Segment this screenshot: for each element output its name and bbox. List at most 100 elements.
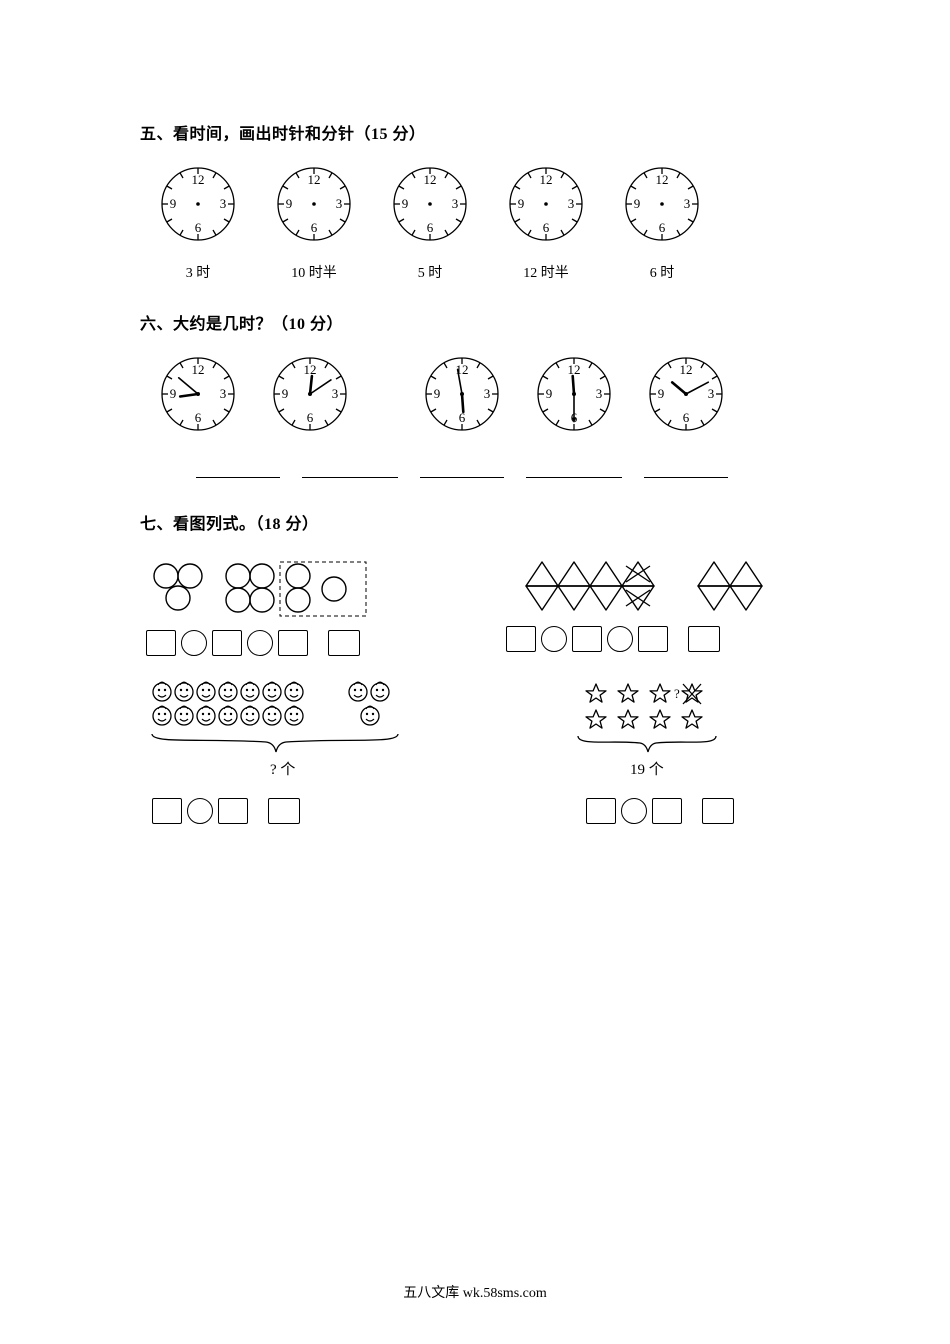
- clock-numeral: 6: [311, 220, 318, 235]
- smile-extra: [349, 682, 389, 725]
- clock-numeral: 3: [708, 386, 715, 401]
- blank-square[interactable]: [212, 630, 242, 656]
- fig-d-equation: [586, 798, 734, 824]
- clock-numeral: 6: [307, 410, 314, 425]
- clock-numeral: 3: [684, 196, 691, 211]
- clock-numeral: 3: [336, 196, 343, 211]
- clock-numeral: 6: [543, 220, 550, 235]
- clock-numeral: 9: [434, 386, 441, 401]
- blank-square[interactable]: [688, 626, 720, 652]
- clock-face-icon: 12 3 6 9: [504, 162, 588, 246]
- answer-blank[interactable]: [302, 476, 398, 478]
- fig-b-equation: [506, 626, 720, 652]
- fig-row-1: [146, 558, 810, 656]
- blank-square[interactable]: [218, 798, 248, 824]
- blank-circle[interactable]: [181, 630, 207, 656]
- section5-clocks-row: 12 3 6 9 3 时 12 3 6: [156, 162, 810, 282]
- clock-numeral-12: 12: [192, 172, 205, 187]
- answer-blank[interactable]: [196, 476, 280, 478]
- clock-face-icon: 12 3 6 9: [156, 162, 240, 246]
- blank-square[interactable]: [638, 626, 668, 652]
- blank-circle[interactable]: [541, 626, 567, 652]
- smile-grid: [153, 682, 303, 725]
- clock-numeral: 12: [568, 362, 581, 377]
- clock-with-hands-icon: 12 3 6 9: [532, 352, 616, 436]
- clock-numeral: 12: [304, 362, 317, 377]
- clock-numeral: 3: [484, 386, 491, 401]
- clock-face-icon: 12 3 6 9: [388, 162, 472, 246]
- section6-answer-blanks: [196, 476, 810, 478]
- clock-with-hands-icon: 12 3 6 9: [644, 352, 728, 436]
- clock-with-hands-icon: 12 3 6 9: [268, 352, 352, 436]
- clock-numeral: 3: [452, 196, 459, 211]
- blank-circle[interactable]: [621, 798, 647, 824]
- fig-d: ? 19 个: [556, 678, 786, 824]
- blank-circle[interactable]: [607, 626, 633, 652]
- section5-clock-1: 12 3 6 9 3 时: [156, 162, 240, 282]
- blank-square[interactable]: [278, 630, 308, 656]
- section5-clock-5-label: 6 时: [650, 262, 675, 282]
- page-footer: 五八文库 wk.58sms.com: [0, 1282, 950, 1302]
- fig-d-question-mark: ?: [674, 686, 680, 701]
- fig-row-2: ? 个: [146, 678, 810, 824]
- section5-clock-3-label: 5 时: [418, 262, 443, 282]
- answer-blank[interactable]: [526, 476, 622, 478]
- section6-heading: 六、大约是几时？（10 分）: [140, 310, 810, 334]
- fig-b: [506, 558, 796, 656]
- clock-numeral: 9: [518, 196, 525, 211]
- clock-numeral: 12: [656, 172, 669, 187]
- blank-square[interactable]: [268, 798, 300, 824]
- blank-square[interactable]: [652, 798, 682, 824]
- clock-numeral: 6: [659, 220, 666, 235]
- blank-square[interactable]: [328, 630, 360, 656]
- clock-numeral: 12: [192, 362, 205, 377]
- blank-circle[interactable]: [187, 798, 213, 824]
- section6-clocks-row: 12 3 6 9 12 3 6 9: [156, 352, 810, 436]
- blank-square[interactable]: [152, 798, 182, 824]
- answer-blank[interactable]: [420, 476, 504, 478]
- clock-numeral: 9: [170, 386, 177, 401]
- clock-face-icon: 12 3 6 9: [620, 162, 704, 246]
- blank-square[interactable]: [572, 626, 602, 652]
- blank-square[interactable]: [506, 626, 536, 652]
- fig-c-brace-label: ? 个: [270, 761, 295, 778]
- fig-d-picture: ? 19 个: [556, 678, 786, 788]
- section5-clock-3: 12 3 6 9 5 时: [388, 162, 472, 282]
- star-grid: ?: [586, 684, 702, 728]
- fig-a-equation: [146, 630, 360, 656]
- section5-clock-2: 12 3 6 9 10 时半: [272, 162, 356, 282]
- blank-square[interactable]: [702, 798, 734, 824]
- clock-numeral: 6: [195, 410, 202, 425]
- clock-numeral: 3: [332, 386, 339, 401]
- worksheet-page: 五、看时间，画出时针和分针（15 分）: [0, 0, 950, 1344]
- clock-numeral: 12: [540, 172, 553, 187]
- clock-numeral: 9: [402, 196, 409, 211]
- section5-clock-1-label: 3 时: [186, 262, 211, 282]
- blank-square[interactable]: [586, 798, 616, 824]
- clock-numeral: 12: [308, 172, 321, 187]
- section7-heading: 七、看图列式。（18 分）: [140, 510, 810, 534]
- section5-clock-4-label: 12 时半: [523, 262, 569, 282]
- fig-c-equation: [152, 798, 300, 824]
- blank-square[interactable]: [146, 630, 176, 656]
- clock-numeral: 12: [680, 362, 693, 377]
- section5-clock-2-label: 10 时半: [291, 262, 337, 282]
- clock-numeral: 9: [282, 386, 289, 401]
- blank-circle[interactable]: [247, 630, 273, 656]
- clock-numeral: 9: [546, 386, 553, 401]
- clock-numeral: 9: [286, 196, 293, 211]
- clock-with-hands-icon: 12 3 6 9: [156, 352, 240, 436]
- answer-blank[interactable]: [644, 476, 728, 478]
- clock-face-icon: 12 3 6 9: [272, 162, 356, 246]
- fig-a-picture: [146, 558, 406, 620]
- clock-numeral-6: 6: [195, 220, 202, 235]
- fig-c-picture: ? 个: [146, 678, 416, 788]
- clock-with-hands-icon: 12 3 6 9: [420, 352, 504, 436]
- clock-numeral: 3: [596, 386, 603, 401]
- fig-d-brace-label: 19 个: [630, 761, 664, 778]
- clock-numeral-3: 3: [220, 196, 227, 211]
- clock-numeral: 3: [220, 386, 227, 401]
- section5-heading: 五、看时间，画出时针和分针（15 分）: [140, 120, 810, 144]
- section5-clock-4: 12 3 6 9 12 时半: [504, 162, 588, 282]
- clock-numeral-9: 9: [170, 196, 177, 211]
